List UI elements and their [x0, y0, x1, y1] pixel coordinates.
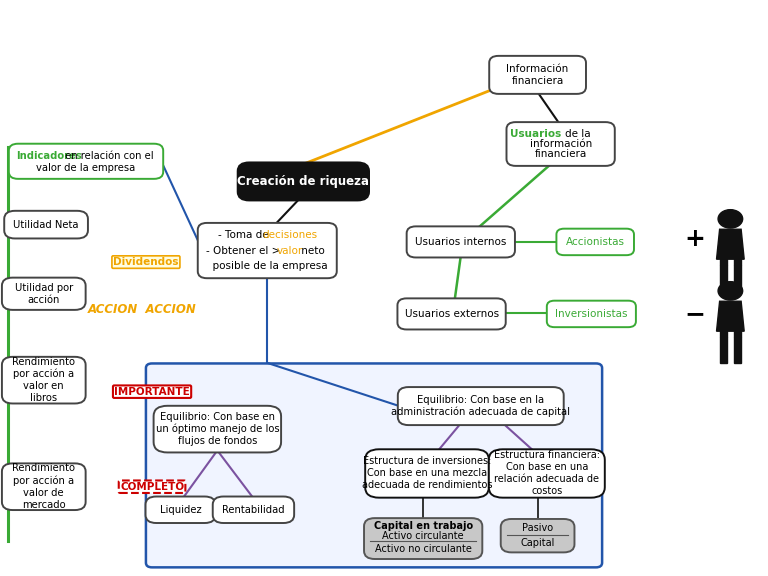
Text: en relación con el: en relación con el	[61, 150, 154, 161]
FancyBboxPatch shape	[145, 497, 215, 523]
Circle shape	[718, 282, 743, 300]
Text: Activo circulante: Activo circulante	[382, 530, 464, 541]
FancyBboxPatch shape	[5, 211, 88, 238]
Text: Rentabilidad: Rentabilidad	[222, 505, 285, 515]
Text: ACCION  ACCION: ACCION ACCION	[88, 304, 197, 316]
Text: Rendimiento
por acción a
valor de
mercado: Rendimiento por acción a valor de mercad…	[12, 464, 75, 510]
Text: Creación de riqueza: Creación de riqueza	[237, 175, 369, 188]
FancyBboxPatch shape	[2, 357, 86, 403]
Text: Capital en trabajo: Capital en trabajo	[373, 521, 473, 531]
Polygon shape	[720, 265, 727, 291]
Text: Equilibrio: Con base en la
administración adecuada de capital: Equilibrio: Con base en la administració…	[391, 395, 571, 418]
FancyBboxPatch shape	[238, 162, 369, 200]
Text: Dividendos: Dividendos	[113, 257, 179, 267]
Text: Información
financiera: Información financiera	[506, 64, 569, 86]
Polygon shape	[717, 229, 744, 259]
FancyBboxPatch shape	[146, 363, 602, 567]
Text: decisiones: decisiones	[262, 230, 317, 240]
Text: Inversionistas: Inversionistas	[555, 309, 627, 319]
FancyBboxPatch shape	[2, 463, 86, 510]
FancyBboxPatch shape	[2, 278, 86, 310]
Polygon shape	[734, 331, 741, 337]
Text: - Toma de: - Toma de	[218, 230, 272, 240]
Polygon shape	[717, 301, 744, 331]
Text: posible de la empresa: posible de la empresa	[207, 261, 328, 271]
Text: Liquidez: Liquidez	[160, 505, 201, 515]
Text: −: −	[684, 302, 706, 326]
Text: Usuarios externos: Usuarios externos	[405, 309, 498, 319]
Text: valor: valor	[276, 245, 303, 256]
Polygon shape	[720, 337, 727, 363]
FancyBboxPatch shape	[197, 223, 336, 278]
Text: Utilidad por
acción: Utilidad por acción	[15, 283, 73, 305]
FancyBboxPatch shape	[507, 122, 614, 166]
FancyBboxPatch shape	[9, 144, 164, 179]
FancyBboxPatch shape	[489, 56, 586, 94]
FancyBboxPatch shape	[556, 229, 634, 255]
FancyBboxPatch shape	[364, 518, 482, 559]
Text: Activo no circulante: Activo no circulante	[375, 544, 472, 554]
Text: IMPORTANTE: IMPORTANTE	[114, 386, 190, 397]
Text: Utilidad Neta: Utilidad Neta	[13, 219, 79, 230]
Text: Usuarios internos: Usuarios internos	[415, 237, 506, 247]
Circle shape	[718, 210, 743, 228]
Text: Estructura de inversiones:
Con base en una mezcla
adecuada de rendimientos: Estructura de inversiones: Con base en u…	[362, 456, 492, 491]
FancyBboxPatch shape	[547, 301, 636, 327]
Text: Estructura financiera:
Con base en una
relación adecuada de
costos: Estructura financiera: Con base en una r…	[494, 450, 600, 497]
Text: Accionistas: Accionistas	[566, 237, 624, 247]
FancyBboxPatch shape	[488, 449, 604, 498]
Text: Pasivo: Pasivo	[522, 523, 553, 533]
Polygon shape	[734, 259, 741, 265]
Text: valor de la empresa: valor de la empresa	[36, 163, 136, 173]
Text: COMPLETO: COMPLETO	[120, 482, 184, 492]
FancyBboxPatch shape	[406, 226, 515, 257]
Polygon shape	[720, 259, 727, 265]
Text: de la: de la	[564, 128, 591, 139]
Text: Equilibrio: Con base en
un óptimo manejo de los
flujos de fondos: Equilibrio: Con base en un óptimo manejo…	[156, 412, 279, 446]
FancyBboxPatch shape	[398, 387, 564, 425]
FancyBboxPatch shape	[397, 298, 505, 329]
Text: Indicadores: Indicadores	[16, 150, 82, 161]
Text: financiera: financiera	[535, 149, 587, 160]
Text: - Obtener el >: - Obtener el >	[206, 245, 284, 256]
Polygon shape	[720, 331, 727, 337]
FancyBboxPatch shape	[154, 406, 281, 453]
FancyBboxPatch shape	[501, 519, 574, 552]
Polygon shape	[734, 337, 741, 363]
Text: Capital: Capital	[521, 538, 554, 548]
Text: +: +	[684, 227, 706, 251]
Text: Rendimiento
por acción a
valor en
libros: Rendimiento por acción a valor en libros	[12, 357, 75, 403]
FancyBboxPatch shape	[366, 449, 489, 498]
Text: neto: neto	[299, 245, 325, 256]
Text: Usuarios: Usuarios	[511, 128, 561, 139]
Text: información: información	[529, 139, 592, 149]
Polygon shape	[734, 265, 741, 291]
FancyBboxPatch shape	[213, 497, 294, 523]
